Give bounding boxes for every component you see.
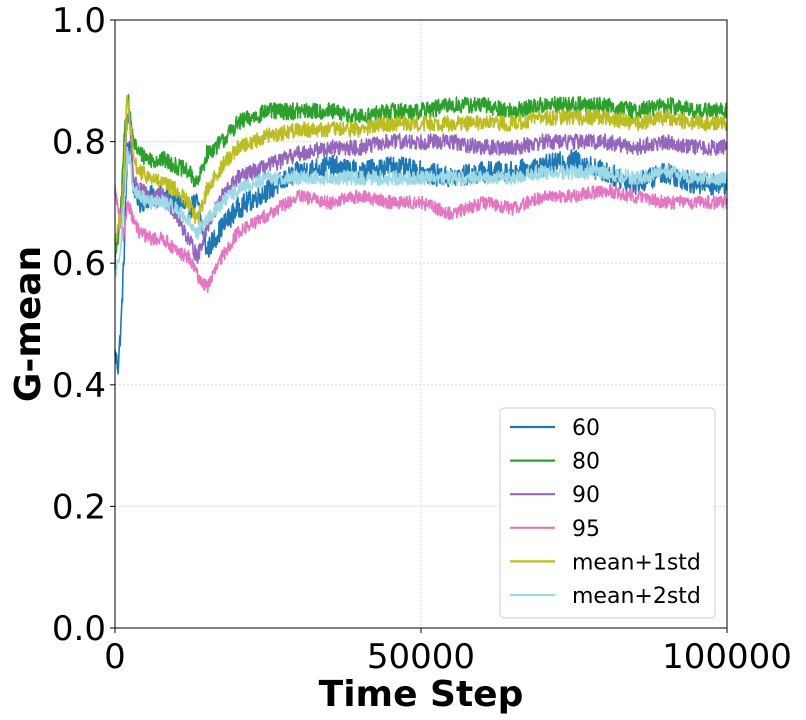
- x-axis-label: Time Step: [319, 674, 524, 715]
- x-tick-label: 50000: [367, 637, 475, 677]
- legend-label: 80: [572, 450, 600, 475]
- x-tick-label: 0: [104, 637, 126, 677]
- legend-label: 60: [572, 416, 600, 441]
- y-tick-label: 0.0: [52, 609, 106, 649]
- y-tick-label: 1.0: [52, 1, 106, 41]
- series-line-mean+2std: [114, 146, 728, 278]
- legend-label: mean+2std: [572, 584, 701, 609]
- legend-label: mean+1std: [572, 550, 701, 575]
- legend: 60 80 90 95 mean+1std mean+2std: [499, 407, 716, 619]
- series-line-80: [114, 94, 728, 271]
- y-tick-label: 0.2: [52, 487, 106, 527]
- legend-label: 90: [572, 483, 600, 508]
- data-series: [114, 94, 728, 375]
- x-tick-label: 100000: [662, 637, 792, 677]
- axis-ticks: 0 50000 100000 0.0 0.2 0.4 0.6 0.8 1.0: [52, 1, 792, 677]
- series-line-mean+1std: [114, 94, 728, 244]
- y-tick-label: 0.8: [52, 123, 106, 163]
- series-line-95: [114, 183, 728, 293]
- y-tick-label: 0.4: [52, 366, 106, 406]
- legend-label: 95: [572, 517, 600, 542]
- y-tick-label: 0.6: [52, 244, 106, 284]
- y-axis-label: G-mean: [8, 246, 49, 402]
